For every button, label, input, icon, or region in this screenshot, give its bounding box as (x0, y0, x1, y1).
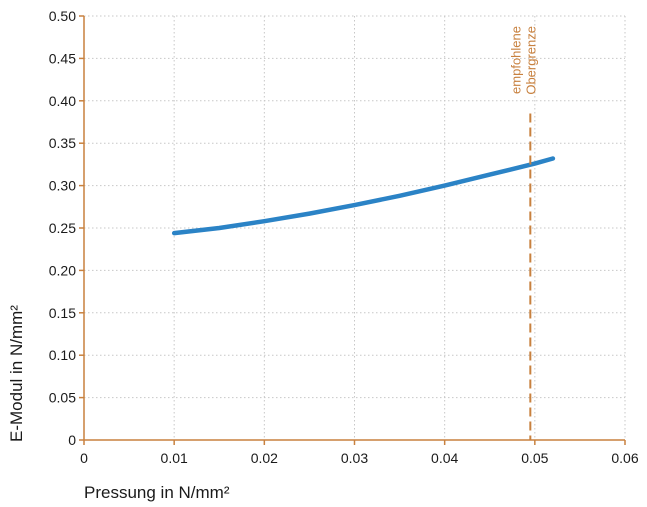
grid-lines (84, 15, 626, 440)
y-tick-label: 0.15 (49, 305, 76, 321)
x-tick-label: 0.03 (341, 450, 368, 466)
y-tick-labels: 0 0.05 0.10 0.15 0.20 0.25 0.30 0.35 0.40 0.45 0.5… (49, 8, 76, 448)
axes (79, 15, 626, 445)
y-tick-label: 0 (68, 432, 76, 448)
x-tick-label: 0.04 (431, 450, 458, 466)
y-tick-label: 0.25 (49, 220, 76, 236)
x-tick-label: 0.06 (611, 450, 638, 466)
recommended-limit-label: empfohlene (508, 26, 523, 94)
y-tick-label: 0.50 (49, 8, 76, 24)
y-tick-label: 0.45 (49, 50, 76, 66)
series-line-0 (171, 156, 556, 236)
x-tick-label: 0.02 (251, 450, 278, 466)
y-axis-title: E-Modul in N/mm² (7, 305, 26, 442)
y-tick-label: 0.20 (49, 262, 76, 278)
x-tick-label: 0.05 (521, 450, 548, 466)
y-tick-label: 0.35 (49, 135, 76, 151)
x-tick-label: 0.01 (161, 450, 188, 466)
recommended-limit-label: Obergrenze (523, 26, 538, 95)
y-tick-label: 0.10 (49, 347, 76, 363)
x-tick-label: 0 (80, 450, 88, 466)
annotation-layer: empfohlene Obergrenze (508, 26, 538, 440)
series-layer (171, 156, 556, 236)
x-axis-title: Pressung in N/mm² (84, 483, 230, 502)
y-tick-label: 0.30 (49, 178, 76, 194)
y-tick-label: 0.40 (49, 93, 76, 109)
y-tick-label: 0.05 (49, 390, 76, 406)
x-tick-labels: 0 0.01 0.02 0.03 0.04 0.05 0.06 (80, 450, 639, 466)
